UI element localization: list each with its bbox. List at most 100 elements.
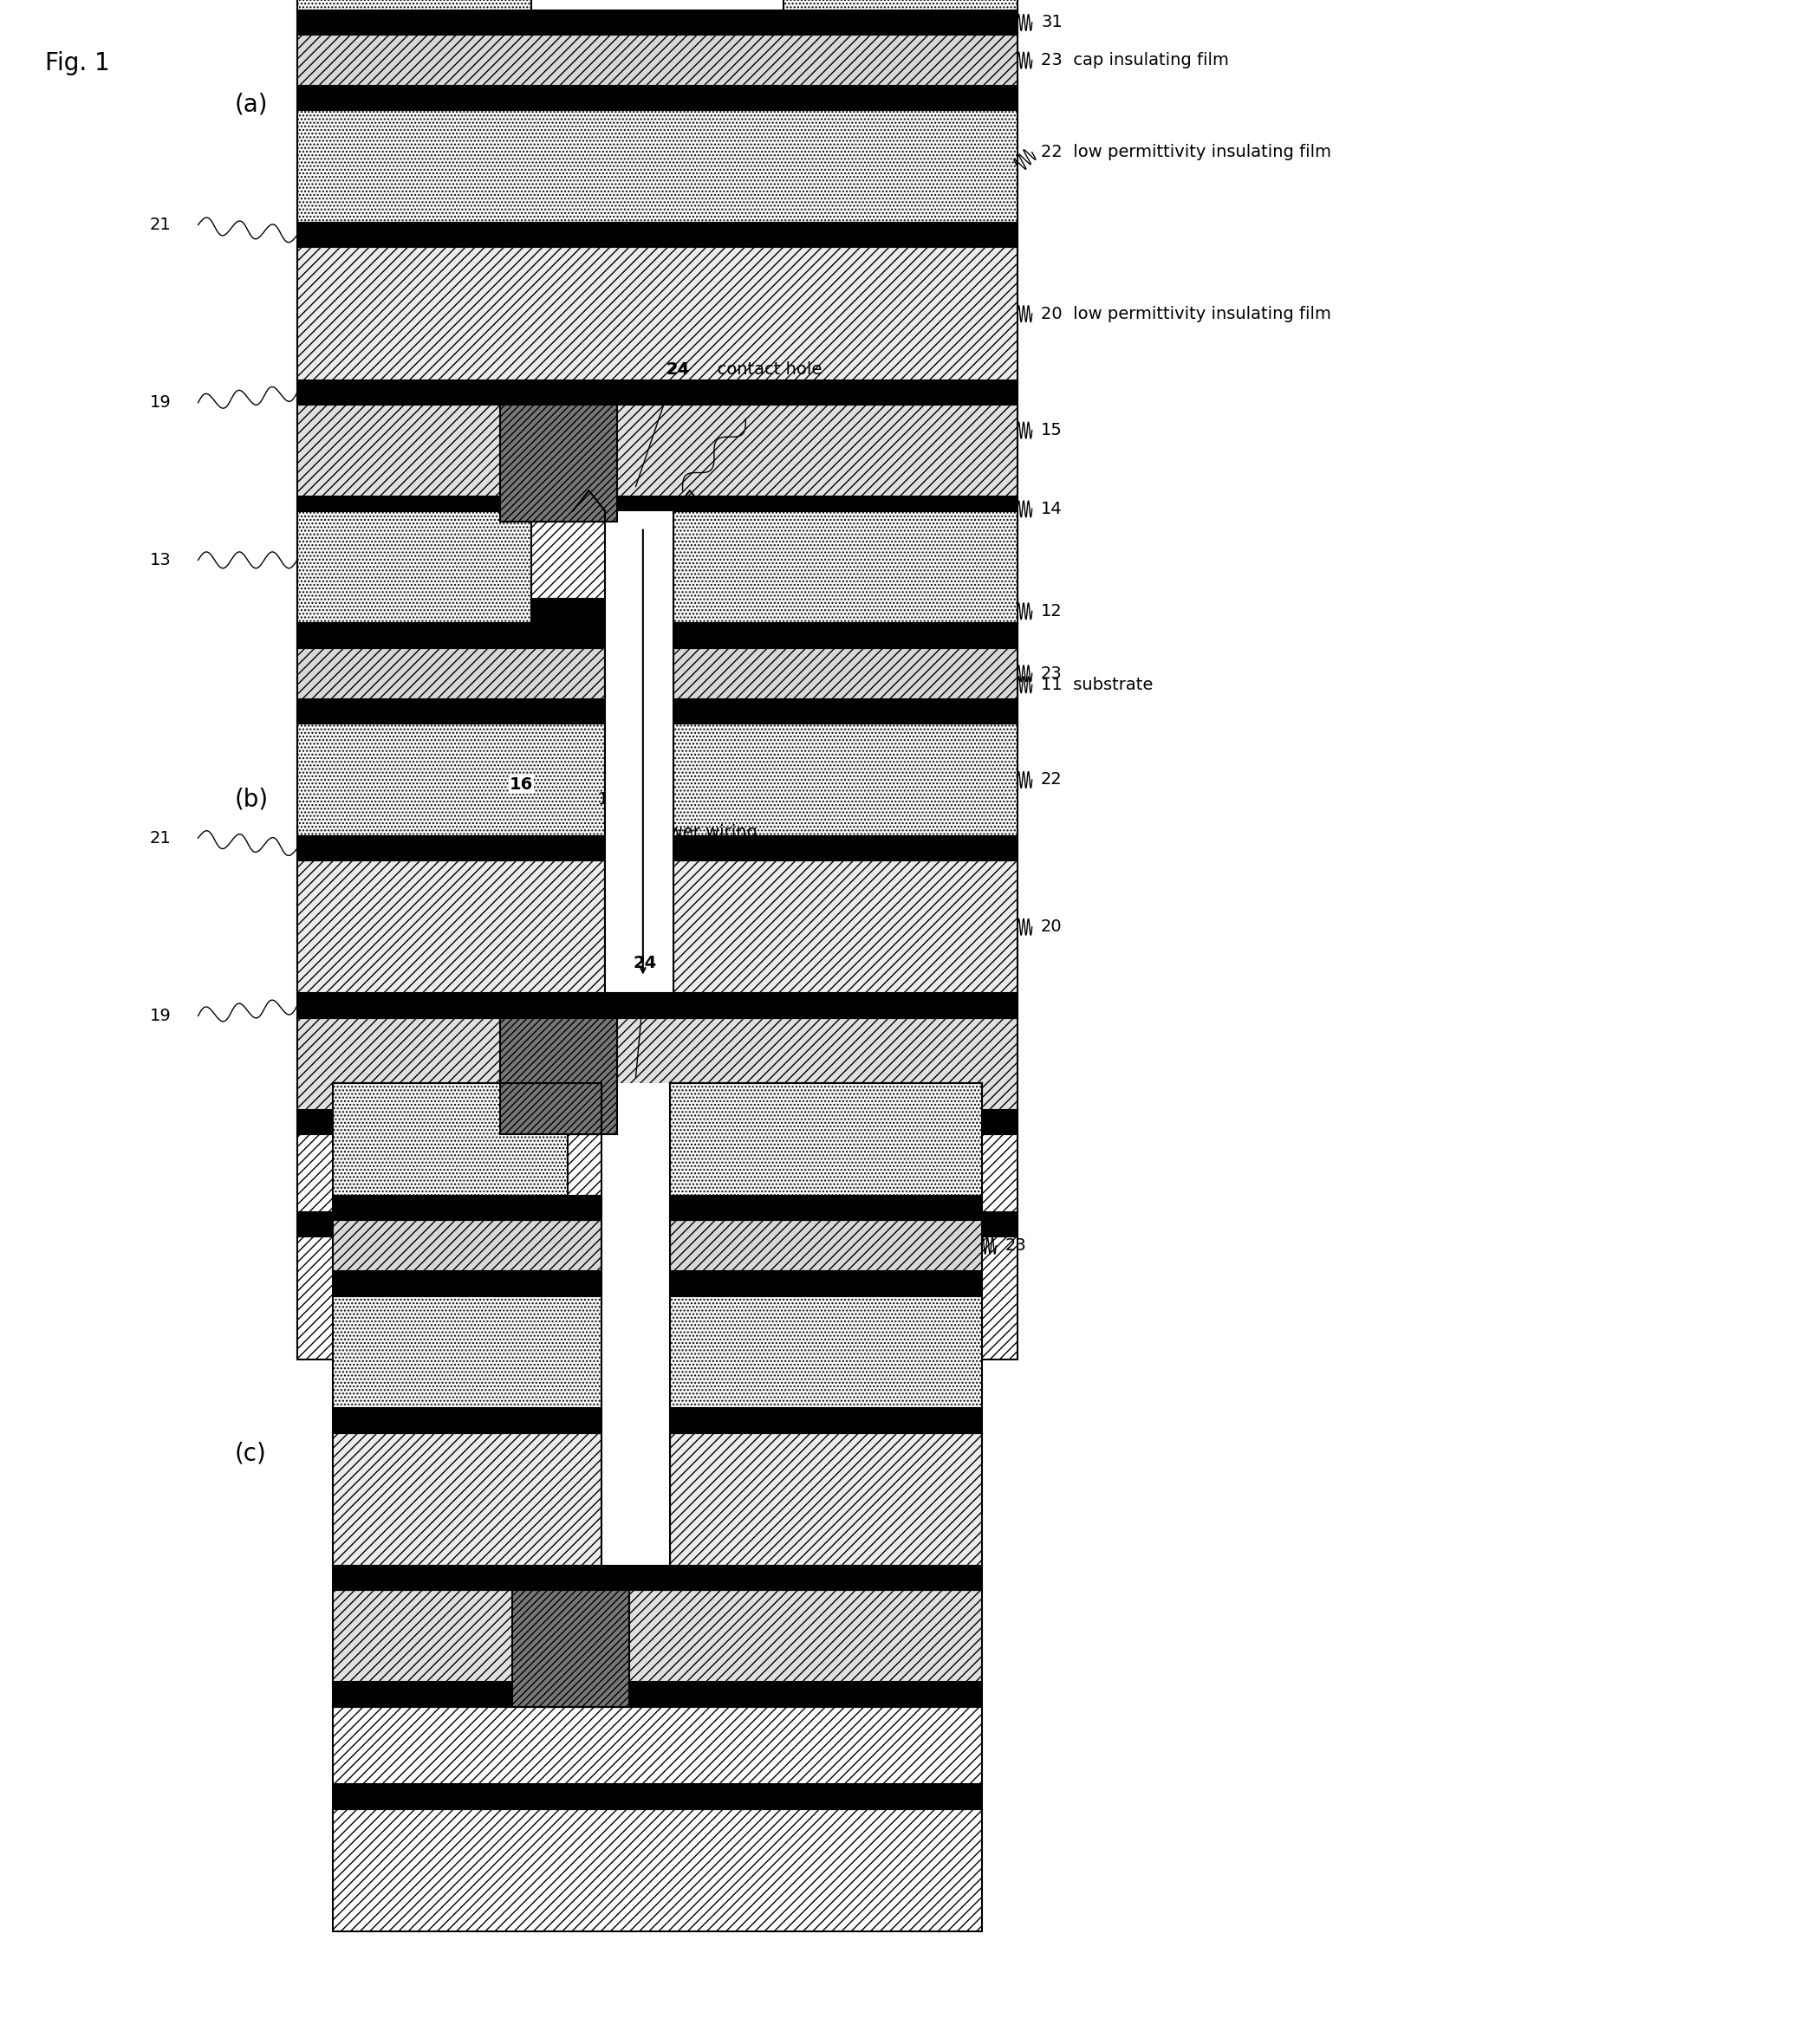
Bar — [605, 623, 674, 648]
Bar — [297, 724, 605, 836]
Text: 13: 13 — [149, 552, 171, 568]
Text: P: P — [746, 392, 756, 409]
Text: 24: 24 — [666, 362, 690, 378]
Bar — [333, 1220, 602, 1271]
Text: 18  lower wiring: 18 lower wiring — [621, 824, 756, 840]
Bar — [297, 1212, 1018, 1237]
Bar — [297, 10, 1018, 35]
Text: 15: 15 — [1041, 421, 1063, 439]
Bar — [297, 599, 1018, 623]
Bar — [333, 1809, 982, 1932]
Bar — [333, 1590, 982, 1682]
Bar — [297, 993, 1018, 1018]
Text: 21: 21 — [149, 217, 171, 233]
Text: P': P' — [488, 392, 502, 409]
Bar — [297, 511, 531, 623]
Bar — [605, 648, 674, 699]
Bar — [333, 1196, 602, 1220]
Bar — [670, 1408, 982, 1433]
Bar — [674, 861, 1018, 993]
Bar — [297, 110, 1018, 223]
Bar — [605, 724, 674, 836]
Bar — [605, 861, 674, 993]
Bar — [602, 1296, 670, 1408]
Bar — [501, 1018, 616, 1134]
Text: (b): (b) — [234, 787, 268, 811]
Bar — [605, 699, 674, 724]
Text: 17: 17 — [598, 791, 620, 807]
Bar — [674, 724, 1018, 836]
Bar — [333, 1784, 982, 1809]
Bar — [674, 699, 1018, 724]
Bar — [297, 247, 1018, 380]
Bar — [674, 511, 1018, 623]
Bar — [297, 405, 1018, 497]
Text: 31: 31 — [1041, 14, 1063, 31]
Bar — [602, 1220, 670, 1271]
Text: (a): (a) — [234, 92, 268, 117]
Bar — [605, 836, 674, 861]
Text: 21: 21 — [149, 830, 171, 846]
Text: 23  cap insulating film: 23 cap insulating film — [1041, 51, 1228, 69]
Text: 20  low permittivity insulating film: 20 low permittivity insulating film — [1041, 305, 1331, 323]
Bar — [605, 511, 674, 623]
Bar — [297, 836, 605, 861]
Text: 23: 23 — [1005, 1237, 1027, 1255]
Bar — [333, 1408, 602, 1433]
Bar — [297, 623, 605, 648]
Bar — [670, 1433, 982, 1566]
Bar — [670, 1220, 982, 1271]
Bar — [297, 1110, 1018, 1134]
Bar — [297, 1134, 1018, 1212]
Bar — [783, 0, 1018, 10]
Bar — [333, 1083, 567, 1196]
Text: 11  substrate: 11 substrate — [1041, 677, 1153, 693]
Text: 20: 20 — [1041, 918, 1063, 936]
Bar — [333, 1271, 602, 1296]
Text: 22  low permittivity insulating film: 22 low permittivity insulating film — [1041, 143, 1331, 161]
Bar — [670, 1083, 982, 1196]
Bar — [602, 1433, 670, 1566]
Text: 12: 12 — [1041, 603, 1063, 619]
Bar — [333, 1433, 602, 1566]
Bar — [297, 497, 1018, 521]
Bar — [670, 1296, 982, 1408]
Bar — [297, 623, 1018, 746]
Bar — [333, 1296, 602, 1408]
Bar — [297, 1018, 1018, 1110]
Bar — [333, 1707, 982, 1784]
Text: 19: 19 — [149, 1008, 171, 1024]
Bar — [670, 1196, 982, 1220]
Bar — [297, 699, 605, 724]
Text: 22: 22 — [1041, 771, 1063, 789]
Bar — [297, 861, 605, 993]
Bar — [297, 1237, 1018, 1359]
Bar — [670, 1271, 982, 1296]
Text: 23: 23 — [1041, 664, 1063, 683]
Bar — [297, 380, 1018, 405]
Bar — [602, 1408, 670, 1433]
Bar — [501, 405, 616, 521]
Bar — [297, 223, 1018, 247]
Bar — [333, 1566, 982, 1590]
Text: 24: 24 — [632, 955, 657, 971]
Bar — [297, 35, 1018, 86]
Bar — [602, 1196, 670, 1220]
Bar — [297, 86, 1018, 110]
Bar — [602, 1083, 670, 1196]
Bar — [674, 836, 1018, 861]
Bar — [511, 1590, 630, 1707]
Bar — [297, 521, 1018, 599]
Bar — [297, 648, 605, 699]
Text: 19: 19 — [149, 394, 171, 411]
Bar — [674, 648, 1018, 699]
Text: 14: 14 — [1041, 501, 1063, 517]
Bar — [297, 0, 531, 10]
Text: 16: 16 — [510, 777, 533, 793]
Bar — [602, 1271, 670, 1296]
Text: Fig. 1: Fig. 1 — [45, 51, 110, 76]
Text: contact hole: contact hole — [706, 362, 821, 378]
Bar — [674, 623, 1018, 648]
Text: (c): (c) — [234, 1441, 267, 1466]
Bar — [333, 1682, 982, 1707]
